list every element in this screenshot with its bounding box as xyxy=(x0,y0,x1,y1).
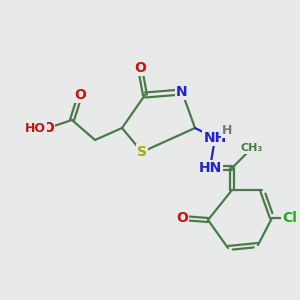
Text: H: H xyxy=(222,124,232,136)
Text: HO: HO xyxy=(25,122,46,134)
Text: CH₃: CH₃ xyxy=(241,143,263,153)
Text: HN: HN xyxy=(198,161,222,175)
Text: O: O xyxy=(42,121,54,135)
Text: O: O xyxy=(134,61,146,75)
Text: S: S xyxy=(137,145,147,159)
Text: O: O xyxy=(74,88,86,102)
Text: NH: NH xyxy=(203,131,226,145)
Text: H: H xyxy=(26,122,36,134)
Text: N: N xyxy=(176,85,188,99)
Text: O: O xyxy=(176,211,188,225)
Text: Cl: Cl xyxy=(283,211,297,225)
